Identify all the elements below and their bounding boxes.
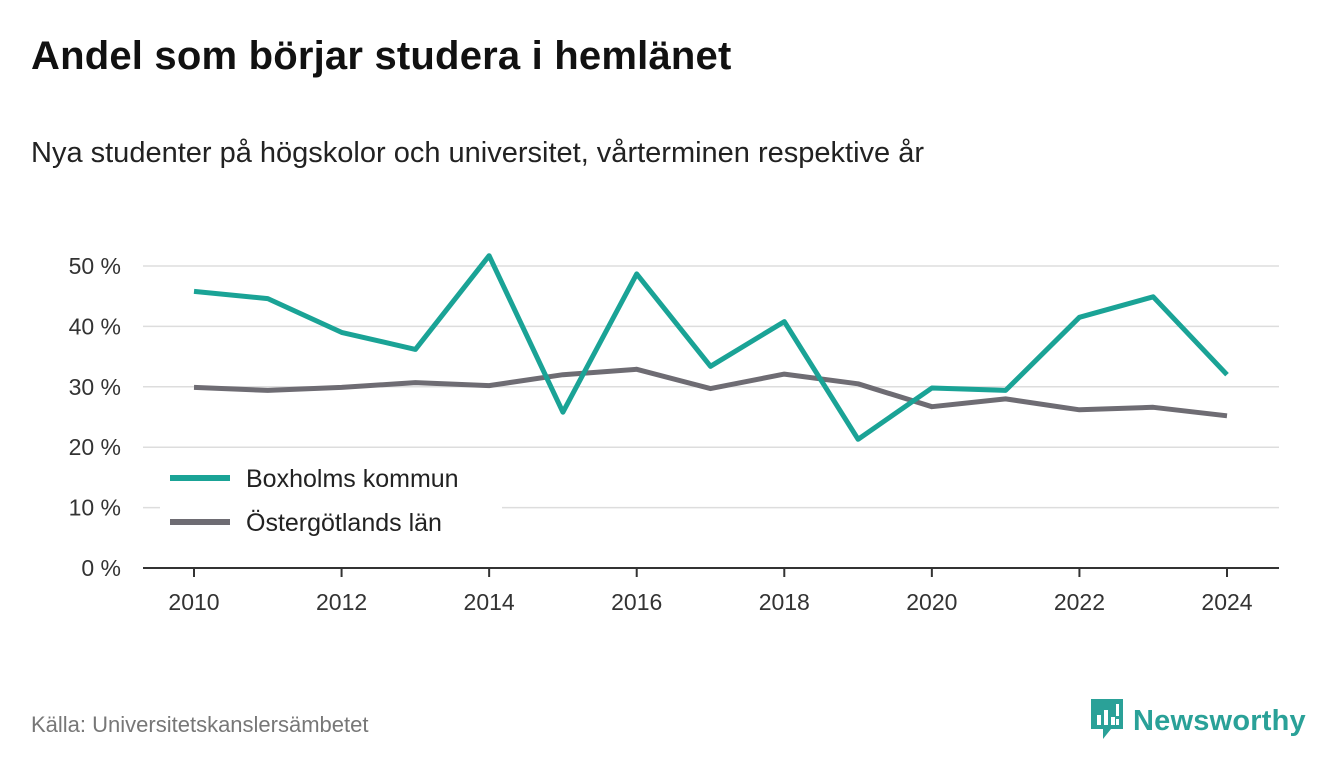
chart-subtitle: Nya studenter på högskolor och universit… bbox=[31, 137, 924, 169]
y-tick-label: 40 % bbox=[69, 313, 121, 339]
newsworthy-logo-icon bbox=[1089, 697, 1125, 746]
x-tick-label: 2014 bbox=[464, 589, 515, 615]
legend-label-ostergotland: Östergötlands län bbox=[246, 509, 442, 537]
source-note: Källa: Universitetskanslersämbetet bbox=[31, 712, 369, 737]
brand-logo: Newsworthy bbox=[1089, 697, 1306, 746]
y-tick-label: 50 % bbox=[69, 253, 121, 279]
x-tick-label: 2012 bbox=[316, 589, 367, 615]
x-axis-ticks: 2010 2012 2014 2016 2018 2020 2022 2024 bbox=[143, 567, 1279, 615]
x-tick-label: 2016 bbox=[611, 589, 662, 615]
series-line-ostergotland bbox=[193, 366, 1228, 419]
x-tick-label: 2010 bbox=[168, 589, 219, 615]
y-tick-label: 30 % bbox=[69, 374, 121, 400]
legend: Boxholms kommun Östergötlands län bbox=[160, 455, 502, 555]
x-tick-label: 2022 bbox=[1054, 589, 1105, 615]
legend-background bbox=[160, 455, 502, 555]
x-tick-label: 2018 bbox=[759, 589, 810, 615]
series-line-boxholm bbox=[193, 253, 1229, 442]
series-lines bbox=[193, 253, 1229, 442]
y-tick-label: 10 % bbox=[69, 495, 121, 521]
y-tick-label: 0 % bbox=[81, 555, 121, 581]
y-tick-label: 20 % bbox=[69, 434, 121, 460]
y-axis-ticks: 0 % 10 % 20 % 30 % 40 % 50 % bbox=[69, 253, 121, 581]
x-tick-label: 2020 bbox=[906, 589, 957, 615]
chart-title: Andel som börjar studera i hemlänet bbox=[31, 34, 732, 78]
brand-name: Newsworthy bbox=[1133, 705, 1306, 737]
x-tick-label: 2024 bbox=[1201, 589, 1252, 615]
legend-label-boxholm: Boxholms kommun bbox=[246, 465, 459, 493]
